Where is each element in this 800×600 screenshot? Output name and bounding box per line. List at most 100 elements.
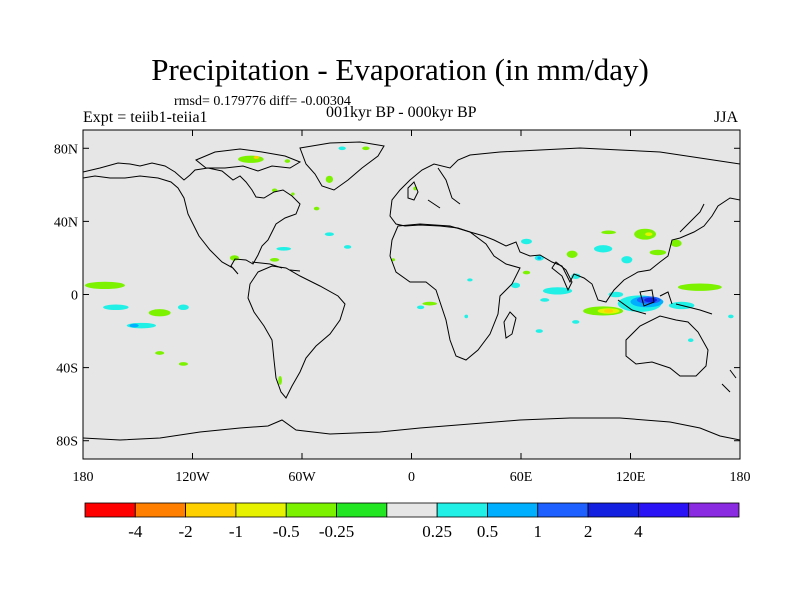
colorbar-label: 1 (534, 522, 543, 541)
coastline-madagascar (503, 311, 517, 339)
anomaly-feature (284, 159, 291, 163)
period-label: 001kyr BP - 000kyr BP (326, 104, 477, 121)
colorbar-label: 4 (634, 522, 643, 541)
anomaly-feature (278, 375, 282, 385)
anomaly-feature (103, 304, 129, 311)
coastline-south-america (247, 265, 346, 399)
colorbar: -4 -2 -1 -0.5 -0.25 0.25 0.5 1 2 4 (84, 502, 740, 541)
colorbar-box (436, 502, 488, 518)
anomaly-feature (645, 232, 653, 237)
axis-ticks: 180 120W 60W 0 60E 120E 180 80N 40N 0 40S 80S (54, 130, 751, 485)
colorbar-label: -1 (229, 522, 243, 541)
anomaly-feature (510, 282, 521, 289)
colorbar-box (185, 502, 237, 518)
anomaly-feature (522, 270, 531, 275)
y-tick-label: 0 (71, 289, 78, 304)
coastline-indonesia (617, 289, 713, 315)
colorbar-box (235, 502, 287, 518)
colorbar-label: -0.25 (319, 522, 354, 541)
anomaly-feature (177, 304, 189, 311)
stats-label: rmsd= 0.179776 diff= -0.00304 (174, 94, 351, 109)
x-tick-label: 180 (730, 470, 751, 485)
colorbar-box (386, 502, 438, 518)
colorbar-box (688, 502, 740, 518)
chart-title: Precipitation - Evaporation (in mm/day) (151, 52, 649, 87)
x-tick-label: 180 (73, 470, 94, 485)
anomaly-feature (422, 301, 438, 306)
anomaly-feature (540, 298, 550, 302)
x-tick-label: 60W (288, 470, 316, 485)
anomaly-feature (687, 338, 694, 343)
experiment-label: Expt = teiib1-teiia1 (83, 109, 208, 126)
y-tick-label: 40N (54, 215, 78, 230)
anomaly-feature (338, 146, 346, 151)
anomaly-feature (129, 323, 139, 328)
colorbar-label: 0.25 (422, 522, 452, 541)
season-label: JJA (714, 109, 739, 126)
x-tick-label: 120E (616, 470, 646, 485)
colorbar-label: -4 (128, 522, 143, 541)
colorbar-label: -2 (179, 522, 193, 541)
anomaly-feature (148, 309, 171, 317)
colorbar-box (134, 502, 187, 518)
anomaly-feature (467, 278, 473, 282)
colorbar-label: 2 (584, 522, 593, 541)
colorbar-box (537, 502, 589, 518)
anomaly-feature (572, 320, 580, 324)
coastline-arctic-islands (195, 148, 302, 172)
anomaly-feature (634, 228, 657, 240)
colorbar-label: -0.5 (273, 522, 300, 541)
coastline-africa (389, 223, 521, 361)
anomaly-feature (291, 192, 295, 196)
anomaly-feature (521, 238, 532, 245)
anomaly-feature (238, 155, 264, 163)
anomaly-feature (391, 258, 396, 262)
anomaly-feature (362, 146, 370, 151)
anomaly-feature (594, 245, 613, 253)
anomaly-feature (253, 155, 260, 159)
y-tick-label: 40S (56, 362, 78, 377)
coastline-north-america (83, 162, 301, 275)
anomaly-feature (728, 314, 734, 319)
anomaly-feature (325, 175, 334, 184)
anomaly-feature (155, 351, 165, 355)
coastline-australia (625, 315, 709, 377)
anomaly-feature (464, 314, 469, 319)
coastline-new-zealand (721, 369, 737, 393)
anomaly-feature (343, 245, 352, 249)
anomaly-feature (649, 249, 667, 256)
coastline-scandinavia (427, 167, 461, 209)
anomaly-feature (566, 250, 578, 258)
colorbar-box (285, 502, 337, 518)
anomaly-feature (537, 256, 542, 260)
colorbar-box (637, 502, 690, 518)
coastline-india (551, 261, 573, 292)
anomaly-feature (621, 256, 633, 264)
anomaly-feature (535, 329, 543, 333)
colorbar-box (84, 502, 136, 518)
anomaly-feature (416, 305, 425, 310)
anomaly-feature (178, 362, 188, 366)
coastline-eurasia (389, 147, 740, 303)
x-tick-label: 120W (175, 470, 210, 485)
anomaly-feature (313, 206, 320, 211)
coastline-uk (407, 181, 419, 201)
anomaly-feature (670, 239, 682, 247)
colorbar-label: 0.5 (477, 522, 498, 541)
anomaly-feature (542, 287, 573, 295)
anomaly-feature (604, 309, 614, 313)
colorbar-box (587, 502, 639, 518)
coastline-japan (679, 203, 705, 233)
anomaly-feature (644, 297, 657, 303)
anomaly-field (84, 146, 734, 385)
anomaly-feature (677, 283, 722, 291)
x-tick-label: 60E (510, 470, 533, 485)
anomaly-feature (276, 246, 292, 251)
x-tick-label: 0 (408, 470, 415, 485)
y-tick-label: 80S (56, 435, 78, 450)
anomaly-feature (601, 230, 616, 235)
coastline-greenland (299, 141, 385, 191)
anomaly-feature (324, 232, 334, 237)
y-tick-label: 80N (54, 142, 78, 157)
